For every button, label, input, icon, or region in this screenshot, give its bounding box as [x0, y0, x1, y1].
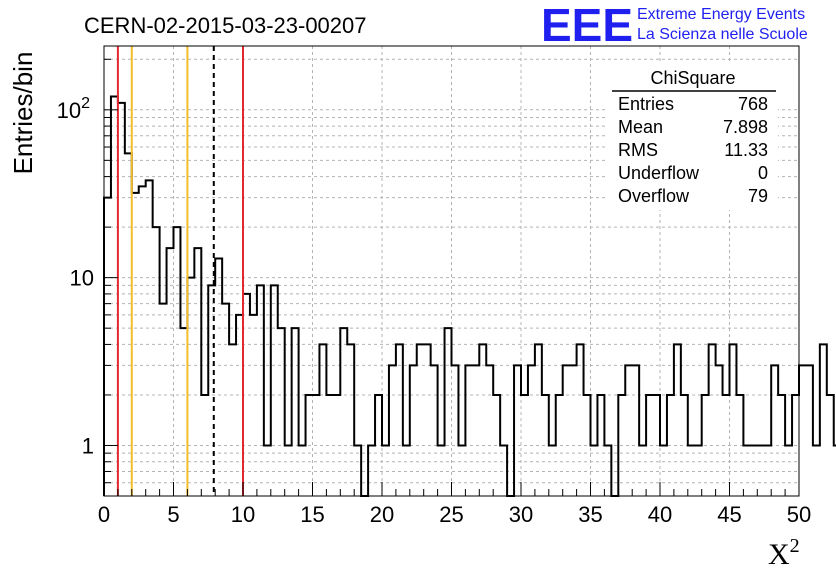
x-tick-label: 15 [300, 502, 324, 527]
y-axis-label: Entries/bin [8, 52, 38, 175]
x-axis-label: X2 [768, 535, 800, 571]
histogram-outline [103, 95, 836, 497]
marker-lines [116, 46, 244, 496]
axis-ticks [103, 58, 800, 496]
x-tick-labels: 0 5 10 15 20 25 30 35 40 45 50 [98, 502, 811, 527]
chart-title: CERN-02-2015-03-23-00207 [84, 13, 367, 38]
stats-row-value: 79 [748, 186, 768, 206]
stats-row-value: 0 [758, 163, 768, 183]
y-tick-labels: 1 10 102 [57, 95, 94, 459]
x-tick-label: 10 [231, 502, 255, 527]
x-tick-label: 50 [787, 502, 811, 527]
stats-row-label: Mean [618, 117, 663, 137]
stats-row-value: 768 [738, 94, 768, 114]
y-tick-label: 10 [70, 266, 94, 291]
y-tick-label: 1 [82, 433, 94, 458]
stats-rows: Entries 768 Mean 7.898 RMS 11.33 Underflow 0 Ove… [618, 94, 768, 206]
stats-row-value: 11.33 [724, 140, 768, 160]
stats-row-label: Underflow [618, 163, 700, 183]
logo-mark: EEE [541, 0, 633, 51]
stats-box-bg [608, 62, 778, 210]
stats-row-label: Entries [618, 94, 674, 114]
stats-box: ChiSquare Entries 768 Mean 7.898 RMS 11.33 Und… [608, 62, 778, 210]
x-axis-label-main: X [768, 538, 790, 571]
histogram [103, 95, 836, 497]
x-tick-label: 30 [509, 502, 533, 527]
eee-logo: EEE Extreme Energy Events La Scienza nel… [541, 0, 808, 51]
stats-row-value: 7.898 [723, 117, 768, 137]
x-tick-label: 20 [370, 502, 394, 527]
x-tick-label: 5 [167, 502, 179, 527]
logo-line-2: La Scienza nelle Scuole [637, 26, 808, 43]
stats-row-label: RMS [618, 140, 658, 160]
x-tick-label: 25 [439, 502, 463, 527]
logo-line-1: Extreme Energy Events [637, 6, 805, 23]
x-tick-label: 45 [717, 502, 741, 527]
stats-row-label: Overflow [618, 186, 690, 206]
y-tick-label: 102 [57, 95, 90, 123]
stats-box-title: ChiSquare [650, 68, 735, 88]
x-tick-label: 40 [648, 502, 672, 527]
x-tick-label: 0 [98, 502, 110, 527]
x-axis-label-sup: 2 [790, 535, 800, 557]
x-tick-label: 35 [578, 502, 602, 527]
